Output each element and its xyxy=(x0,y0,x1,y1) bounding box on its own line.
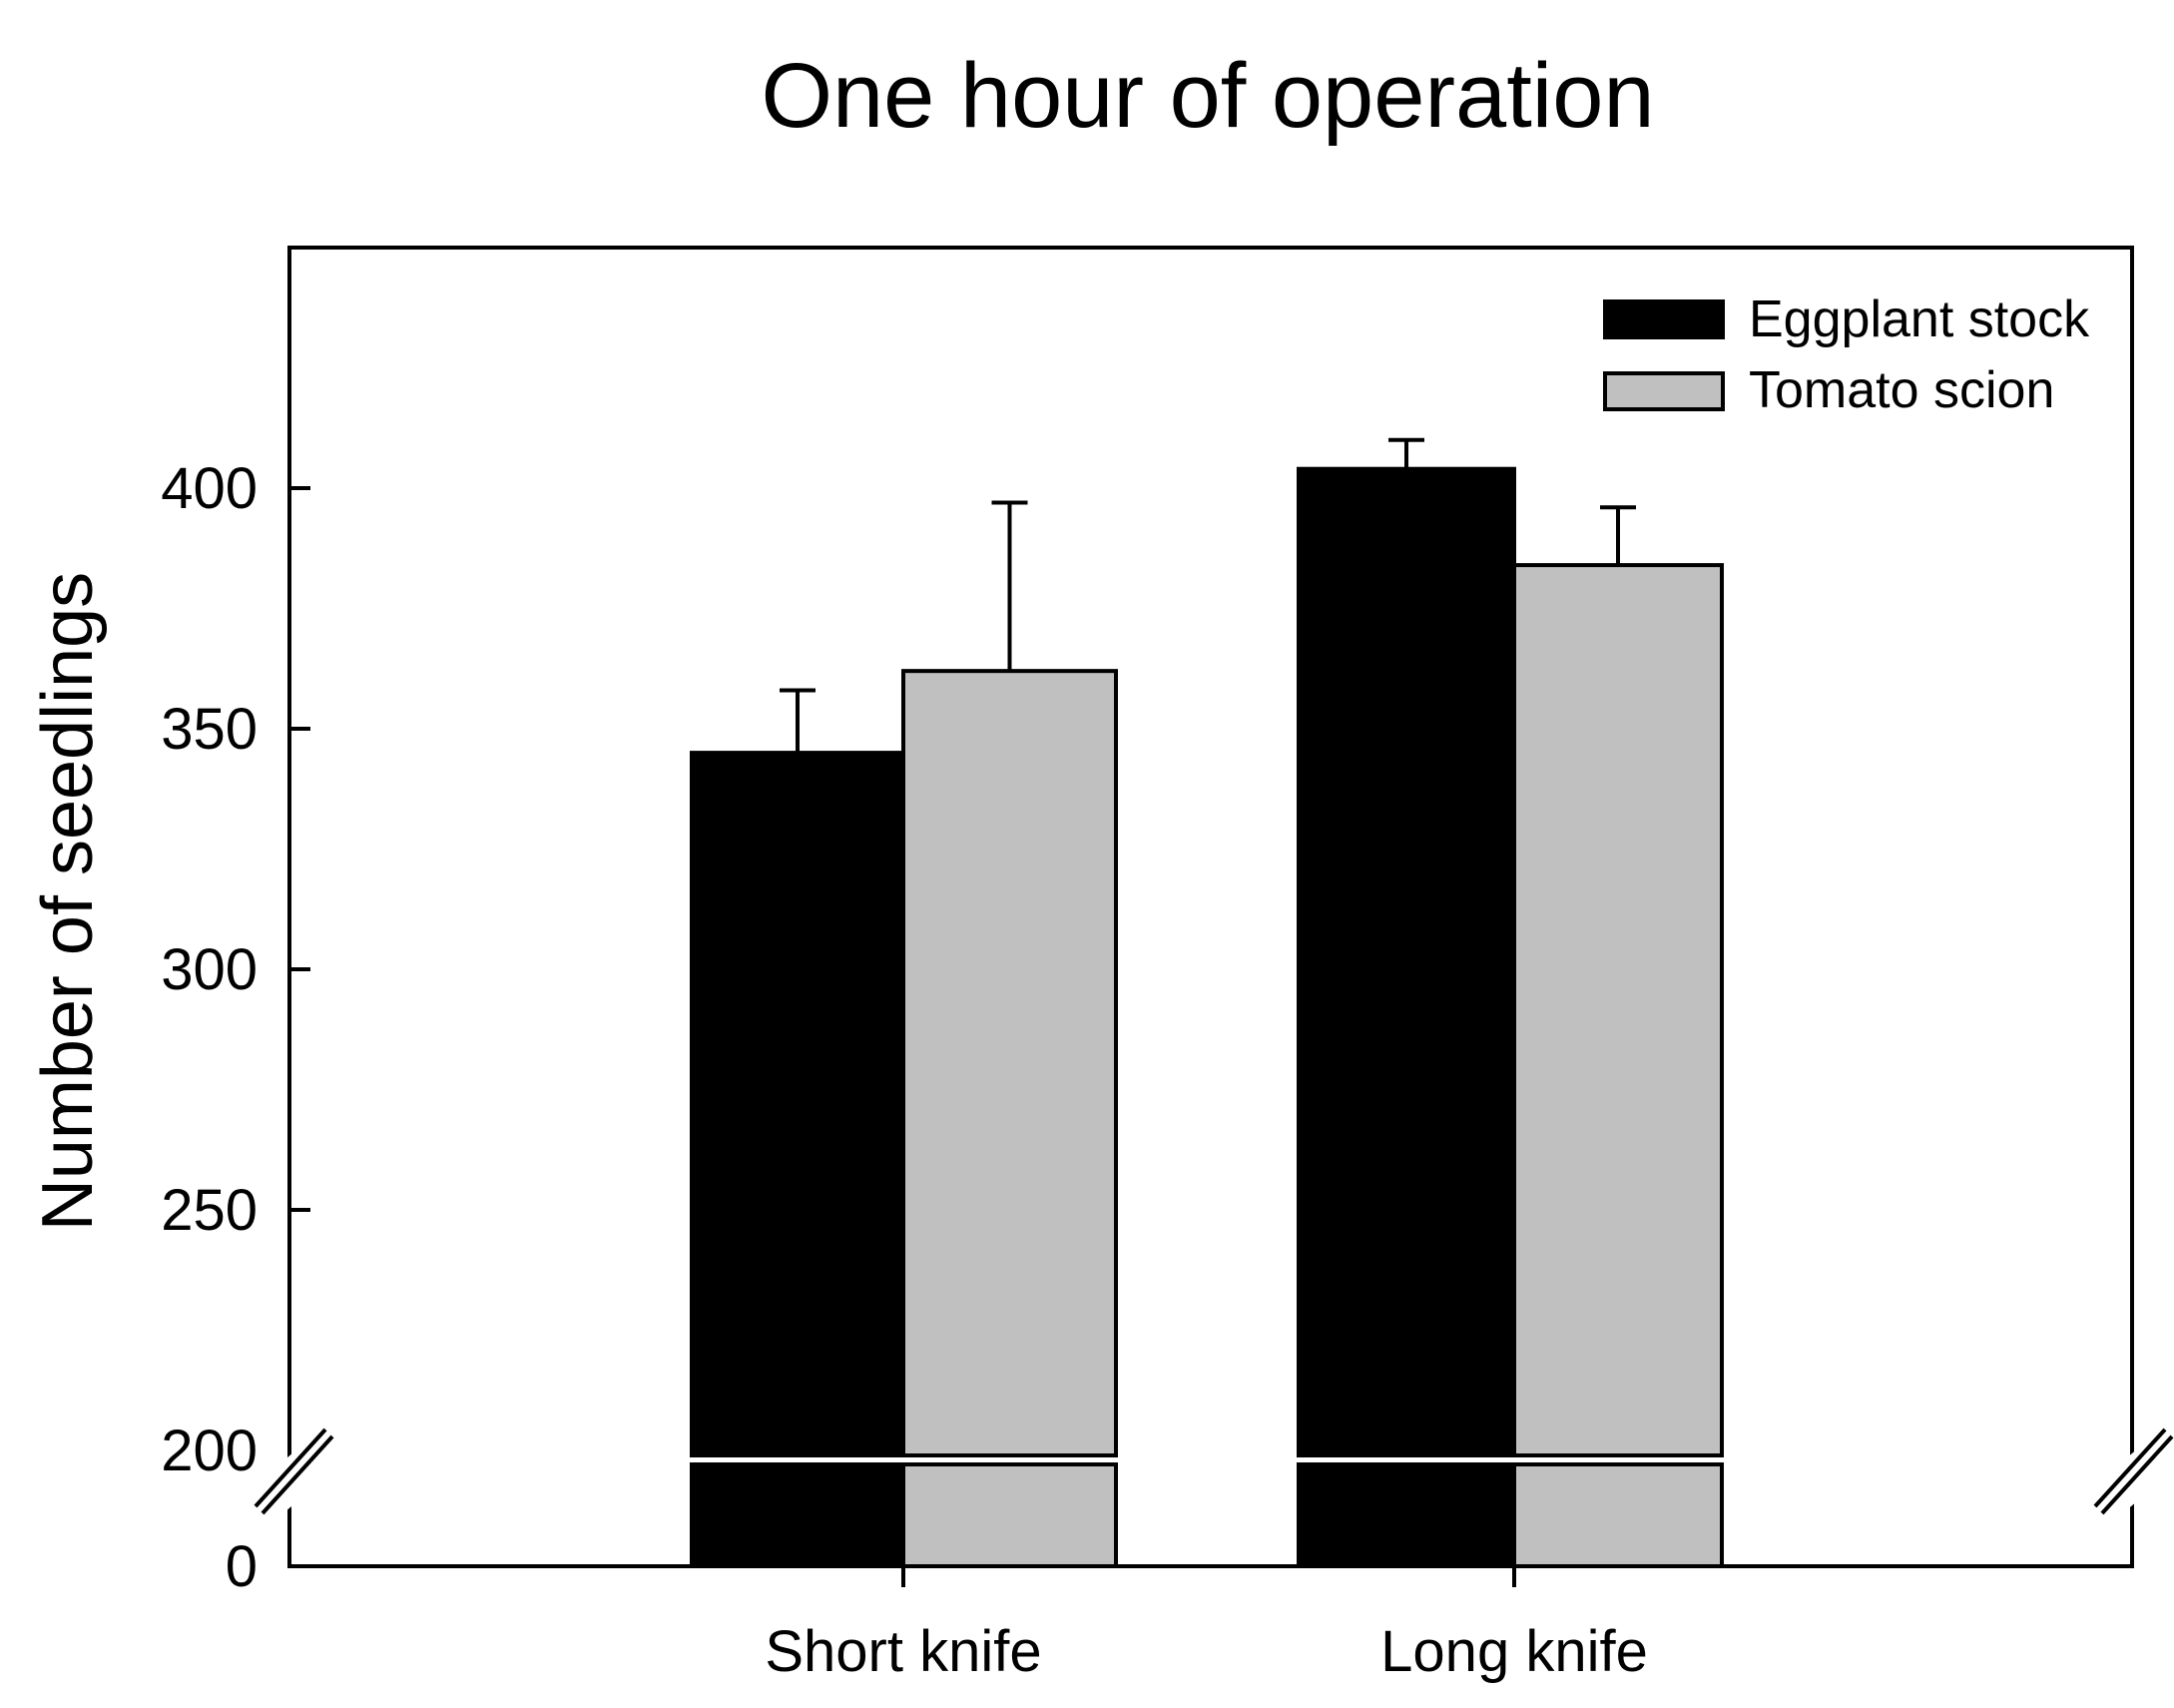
legend: Eggplant stock Tomato scion xyxy=(1603,290,2090,419)
legend-swatch-tomato-scion xyxy=(1603,371,1725,411)
x-tick-label-short-knife: Short knife xyxy=(765,1619,1041,1684)
error-bars-layer xyxy=(780,437,1636,754)
y-tick-label-0: 0 xyxy=(226,1534,258,1599)
x-ticks-layer: Short knife Long knife xyxy=(765,1566,1648,1684)
y-tick-label-200: 200 xyxy=(161,1419,258,1483)
bar-lower-long-knife-eggplant-stock xyxy=(1297,1462,1516,1568)
bars-layer xyxy=(679,466,1737,1568)
bar-lower-long-knife-tomato-scion xyxy=(1512,1462,1724,1568)
legend-swatch-eggplant-stock xyxy=(1603,299,1725,339)
y-axis-label: Number of seedlings xyxy=(28,572,108,1231)
bar-long-knife-eggplant-stock xyxy=(1297,466,1516,1458)
y-tick-label-400: 400 xyxy=(161,456,258,521)
legend-label-eggplant-stock: Eggplant stock xyxy=(1749,290,2090,348)
y-tick-label-350: 350 xyxy=(161,697,258,762)
y-tick-label-250: 250 xyxy=(161,1178,258,1243)
chart-title: One hour of operation xyxy=(761,45,1654,147)
bar-short-knife-eggplant-stock xyxy=(690,751,905,1457)
bar-break-gap xyxy=(679,1457,1737,1462)
y-ticks-layer: 0 200 250 300 350 400 xyxy=(161,456,310,1599)
legend-label-tomato-scion: Tomato scion xyxy=(1749,361,2054,419)
bar-long-knife-tomato-scion xyxy=(1512,563,1724,1457)
axis-break-left xyxy=(253,1427,334,1517)
axis-break-right xyxy=(2091,1427,2174,1518)
plot-frame xyxy=(287,246,2134,1568)
bar-lower-short-knife-tomato-scion xyxy=(901,1462,1118,1568)
bar-lower-short-knife-eggplant-stock xyxy=(690,1462,905,1568)
y-tick-label-300: 300 xyxy=(161,937,258,1002)
x-tick-label-long-knife: Long knife xyxy=(1380,1619,1648,1684)
bar-short-knife-tomato-scion xyxy=(901,669,1118,1457)
